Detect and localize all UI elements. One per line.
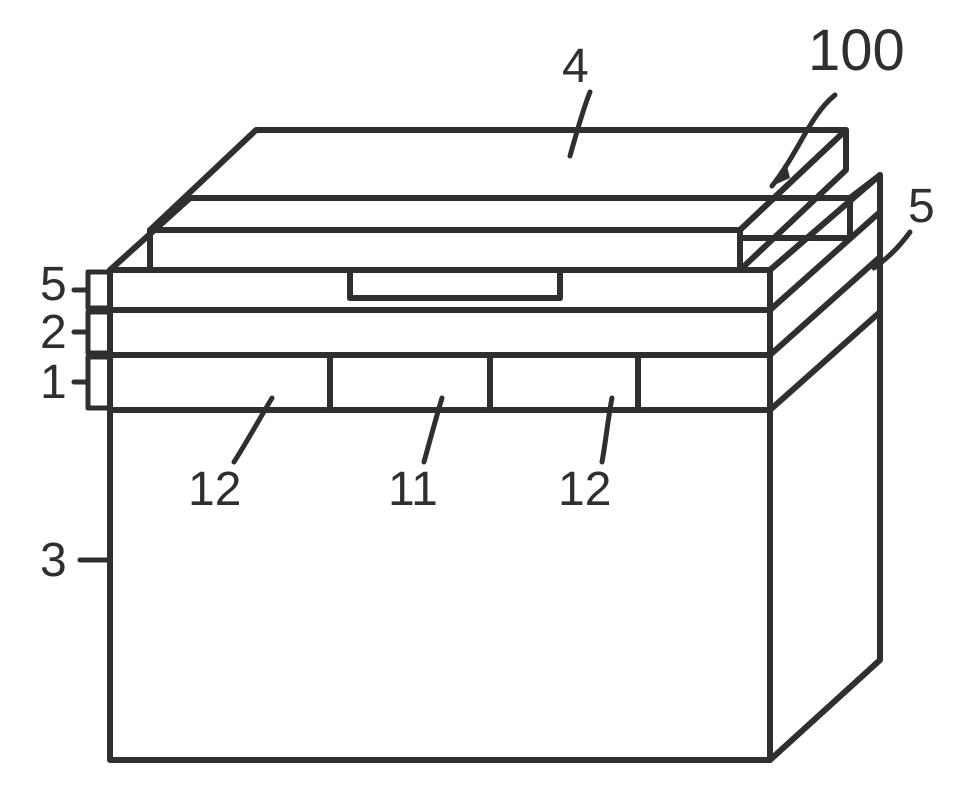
plate-4-front: [150, 230, 740, 270]
layer-5-front: [110, 270, 770, 310]
label-2: 2: [40, 306, 67, 359]
label-4: 4: [562, 40, 589, 93]
label-11: 11: [388, 463, 438, 516]
right-seam-2-1: [770, 257, 880, 355]
label-5-right: 5: [908, 180, 935, 233]
right-seam-1-3: [770, 312, 880, 410]
left-brace-2: [74, 312, 110, 353]
label-3: 3: [40, 534, 67, 587]
label-100: 100: [808, 18, 905, 83]
leader-4: [570, 92, 590, 156]
plate-4-top: [150, 130, 846, 230]
left-brace-1: [74, 357, 110, 408]
diagram-canvas: .st { stroke: #2f2f2f; stroke-width: 6; …: [0, 0, 972, 806]
layer-2-front: [110, 310, 770, 355]
label-5-left: 5: [40, 258, 67, 311]
label-12-left: 12: [188, 463, 241, 516]
label-1: 1: [40, 356, 67, 409]
label-12-right: 12: [558, 463, 611, 516]
left-brace-5: [74, 272, 110, 308]
